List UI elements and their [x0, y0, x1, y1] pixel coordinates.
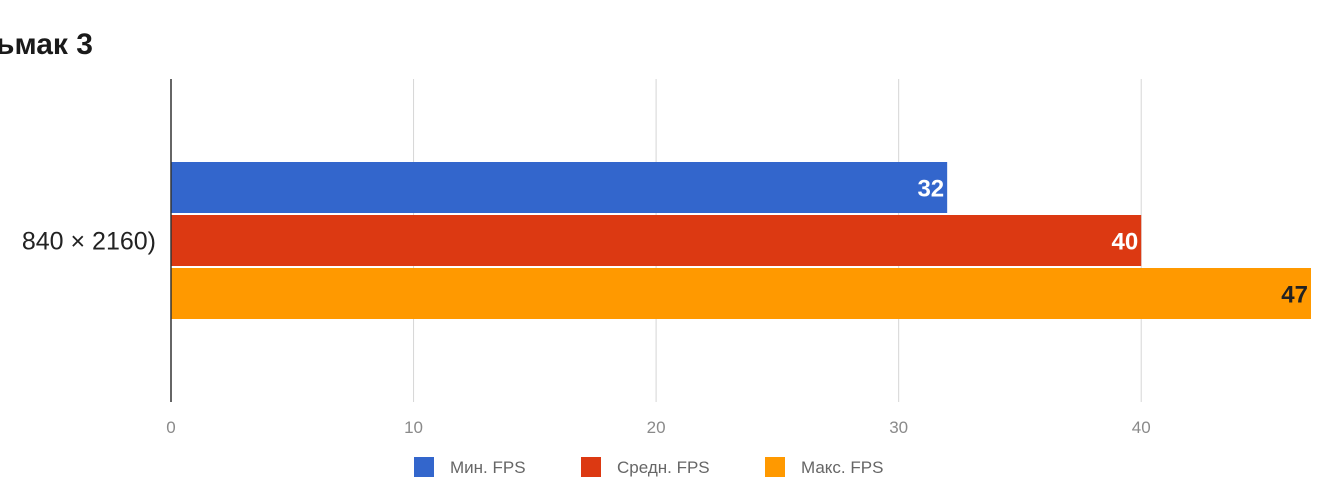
category-label: 840 × 2160) [22, 228, 156, 256]
legend-item: Макс. FPS [765, 457, 883, 477]
x-tick-label: 30 [889, 418, 908, 437]
legend: Мин. FPS Средн. FPS Макс. FPS [414, 457, 883, 477]
legend-item: Средн. FPS [581, 457, 710, 477]
legend-swatch [414, 457, 434, 477]
x-tick-label: 10 [404, 418, 423, 437]
bar-1 [171, 162, 948, 213]
data-label: 40 [1112, 229, 1139, 256]
bar-3 [171, 268, 1311, 319]
x-tick-label: 40 [1132, 418, 1151, 437]
x-tick-label: 0 [166, 418, 175, 437]
data-label: 47 [1281, 282, 1308, 309]
bars: 32 40 47 [171, 162, 1311, 319]
legend-label: Макс. FPS [801, 458, 883, 477]
legend-swatch [581, 457, 601, 477]
x-tick-label: 20 [647, 418, 666, 437]
legend-label: Мин. FPS [450, 458, 526, 477]
x-axis-ticks: 0 10 20 30 40 [166, 418, 1150, 437]
data-label: 32 [917, 176, 944, 203]
legend-label: Средн. FPS [617, 458, 710, 477]
legend-item: Мин. FPS [414, 457, 526, 477]
category-labels: 840 × 2160) [22, 228, 156, 256]
bar-2 [171, 215, 1142, 266]
legend-swatch [765, 457, 785, 477]
chart-title: ьмак 3 [0, 28, 93, 61]
